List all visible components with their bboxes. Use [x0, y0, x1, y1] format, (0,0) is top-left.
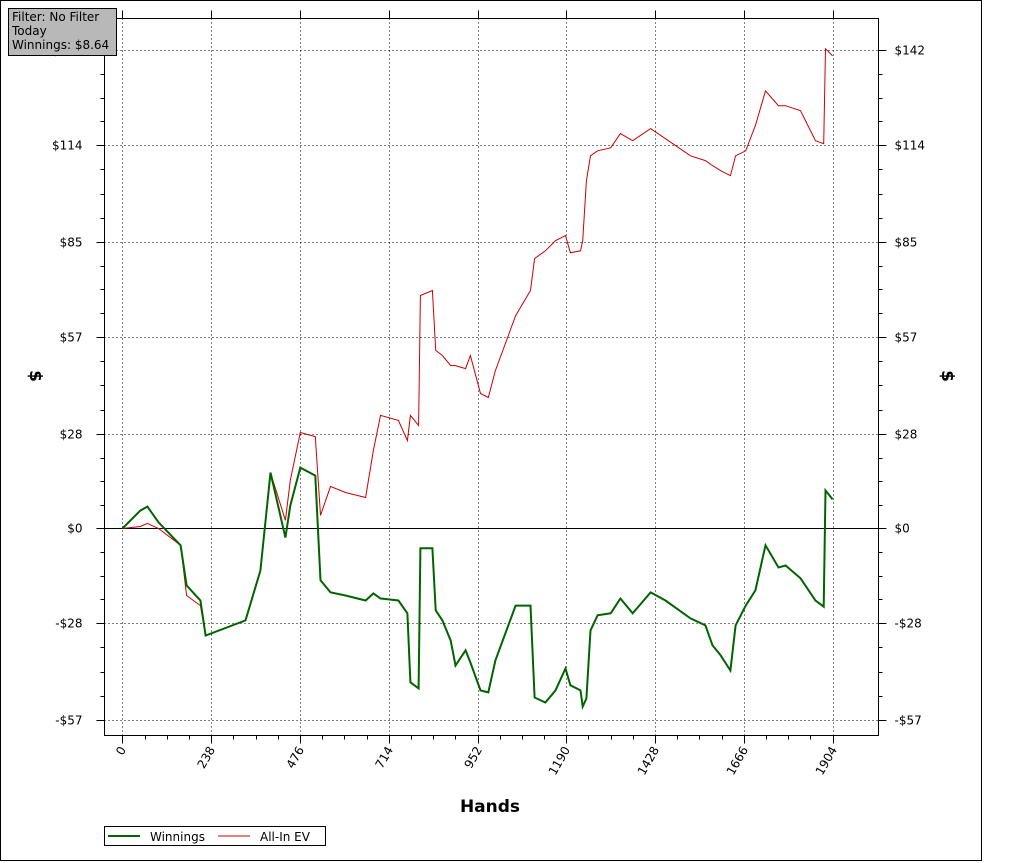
series-line — [121, 466, 834, 711]
legend: Winnings All-In EV — [104, 826, 326, 846]
y-tick-label: -$28 — [55, 617, 82, 631]
x-axis-label: Hands — [460, 797, 520, 817]
y2-tick-label: -$57 — [895, 714, 922, 728]
y-tick-label: $0 — [67, 522, 82, 536]
y2-tick-label: $142 — [895, 44, 926, 58]
y2-tick-label: $114 — [895, 139, 926, 153]
filter-line: Winnings: $8.64 — [12, 38, 109, 52]
y2-axis-label: $ — [937, 370, 957, 382]
legend-label: All-In EV — [260, 830, 311, 844]
y-tick-label: $85 — [60, 236, 83, 250]
legend-box — [104, 826, 326, 846]
y2-tick-label: -$28 — [895, 617, 922, 631]
y2-tick-label: $57 — [895, 331, 918, 345]
series-line — [122, 47, 833, 637]
y2-tick-label: $28 — [895, 428, 918, 442]
plot-area — [104, 18, 879, 736]
y-tick-label: $114 — [52, 139, 83, 153]
y2-tick-label: $0 — [895, 522, 910, 536]
filter-box: Filter: No Filter Today Winnings: $8.64 — [8, 8, 117, 56]
y-tick-label: $28 — [60, 428, 83, 442]
filter-line: Today — [11, 24, 47, 38]
filter-line: Filter: No Filter — [12, 10, 99, 24]
y-axis-label: $ — [25, 370, 45, 382]
y-tick-label: -$57 — [55, 714, 82, 728]
y2-tick-label: $85 — [895, 236, 918, 250]
legend-label: Winnings — [150, 830, 205, 844]
filter-box-bg — [8, 8, 117, 56]
y-tick-label: $57 — [60, 331, 83, 345]
